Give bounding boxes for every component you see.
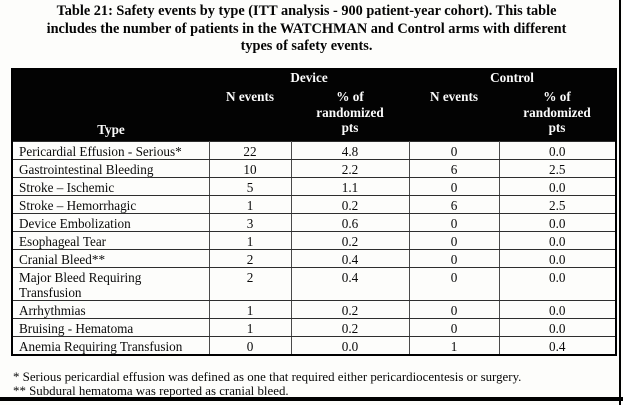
- safety-events-table-container: Type Device Control N events % of random…: [11, 68, 617, 356]
- device-pct-cell: 0.0: [290, 335, 410, 355]
- control-n-events-cell: 0: [408, 230, 500, 250]
- device-pct-cell: 0.6: [290, 212, 410, 232]
- device-pct-cell: 0.4: [290, 266, 410, 301]
- device-n-events-cell: 3: [208, 212, 292, 232]
- control-pct-cell: 0.4: [498, 335, 617, 355]
- device-n-events-cell: 1: [208, 194, 292, 214]
- control-pct-cell: 0.0: [498, 230, 617, 250]
- control-n-events-cell: 0: [408, 212, 500, 232]
- device-n-events-cell: 2: [208, 248, 292, 268]
- control-n-events-header: N events: [409, 86, 499, 141]
- control-pct-cell: 0.0: [498, 317, 617, 337]
- device-n-events-header: N events: [209, 86, 291, 141]
- table-row: Esophageal Tear 1 0.2 0 0.0: [11, 230, 617, 250]
- safety-events-table: Type Device Control N events % of random…: [11, 68, 617, 356]
- event-type-cell: Esophageal Tear: [11, 230, 210, 250]
- control-group-header: Control: [409, 69, 616, 86]
- control-n-events-cell: 0: [408, 317, 500, 337]
- table-header: Type Device Control N events % of random…: [12, 69, 616, 141]
- table-row: Anemia Requiring Transfusion 0 0.0 1 0.4: [11, 335, 617, 355]
- page-right-border-line: [619, 0, 621, 405]
- control-n-events-cell: 0: [408, 266, 500, 301]
- device-n-events-cell: 1: [208, 317, 292, 337]
- table-row: Cranial Bleed** 2 0.4 0 0.0: [11, 248, 617, 268]
- event-type-cell: Cranial Bleed**: [11, 248, 210, 268]
- device-pct-cell: 0.2: [290, 317, 410, 337]
- control-n-events-cell: 6: [408, 158, 500, 178]
- footnote-subdural-hematoma: ** Subdural hematoma was reported as cra…: [13, 383, 289, 398]
- event-type-cell: Major Bleed Requiring Transfusion: [11, 266, 210, 301]
- control-n-events-cell: 0: [408, 140, 500, 160]
- table-row: Arrhythmias 1 0.2 0 0.0: [11, 299, 617, 319]
- event-type-cell: Device Embolization: [11, 212, 210, 232]
- control-n-events-cell: 0: [408, 299, 500, 319]
- footnotes-block: * Serious pericardial effusion was defin…: [13, 370, 611, 398]
- group-header-row: Type Device Control: [12, 69, 616, 141]
- event-type-cell: Stroke – Hemorrhagic: [11, 194, 210, 214]
- table-row: Stroke – Ischemic 5 1.1 0 0.0: [11, 176, 617, 196]
- event-type-cell: Pericardial Effusion - Serious*: [11, 140, 210, 160]
- device-pct-randomized-header: % of randomized pts: [291, 86, 409, 141]
- event-type-cell: Anemia Requiring Transfusion: [11, 335, 210, 355]
- device-pct-cell: 4.8: [290, 140, 410, 160]
- control-pct-cell: 0.0: [498, 266, 617, 301]
- control-n-events-cell: 0: [408, 248, 500, 268]
- control-pct-cell: 0.0: [498, 140, 617, 160]
- table-row: Major Bleed Requiring Transfusion 2 0.4 …: [11, 266, 617, 301]
- table-body: Pericardial Effusion - Serious* 22 4.8 0…: [11, 140, 617, 355]
- device-pct-cell: 0.2: [290, 194, 410, 214]
- control-pct-cell: 2.5: [498, 158, 617, 178]
- device-pct-cell: 0.2: [290, 230, 410, 250]
- control-n-events-cell: 6: [408, 194, 500, 214]
- event-type-cell: Gastrointestinal Bleeding: [11, 158, 210, 178]
- device-n-events-cell: 2: [208, 266, 292, 301]
- control-pct-cell: 2.5: [498, 194, 617, 214]
- device-pct-cell: 0.4: [290, 248, 410, 268]
- control-pct-randomized-header: % of randomized pts: [499, 86, 616, 141]
- table-row: Pericardial Effusion - Serious* 22 4.8 0…: [11, 140, 617, 160]
- control-n-events-cell: 0: [408, 176, 500, 196]
- control-n-events-cell: 1: [408, 335, 500, 355]
- device-pct-cell: 2.2: [290, 158, 410, 178]
- device-n-events-cell: 5: [208, 176, 292, 196]
- device-group-header: Device: [209, 69, 409, 86]
- device-n-events-cell: 1: [208, 299, 292, 319]
- device-n-events-cell: 0: [208, 335, 292, 355]
- event-type-cell: Stroke – Ischemic: [11, 176, 210, 196]
- control-pct-cell: 0.0: [498, 176, 617, 196]
- table-row: Bruising - Hematoma 1 0.2 0 0.0: [11, 317, 617, 337]
- device-pct-cell: 1.1: [290, 176, 410, 196]
- table-row: Gastrointestinal Bleeding 10 2.2 6 2.5: [11, 158, 617, 178]
- device-n-events-cell: 1: [208, 230, 292, 250]
- device-pct-cell: 0.2: [290, 299, 410, 319]
- device-n-events-cell: 22: [208, 140, 292, 160]
- control-pct-cell: 0.0: [498, 248, 617, 268]
- table-row: Device Embolization 3 0.6 0 0.0: [11, 212, 617, 232]
- event-type-cell: Arrhythmias: [11, 299, 210, 319]
- page-bottom-border-line: [0, 397, 623, 401]
- table-row: Stroke – Hemorrhagic 1 0.2 6 2.5: [11, 194, 617, 214]
- type-column-header: Type: [12, 69, 209, 141]
- table-caption: Table 21: Safety events by type (ITT ana…: [46, 3, 567, 54]
- sub-header-row: N events % of randomized pts N events % …: [12, 86, 616, 141]
- control-pct-cell: 0.0: [498, 299, 617, 319]
- event-type-cell: Bruising - Hematoma: [11, 317, 210, 337]
- footnote-serious-effusion: * Serious pericardial effusion was defin…: [13, 370, 522, 384]
- device-n-events-cell: 10: [208, 158, 292, 178]
- control-pct-cell: 0.0: [498, 212, 617, 232]
